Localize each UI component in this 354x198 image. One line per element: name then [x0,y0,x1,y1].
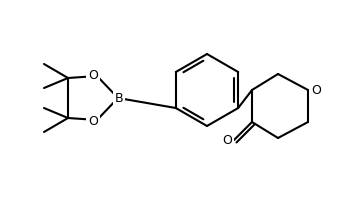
Text: O: O [88,69,98,82]
Text: O: O [311,84,321,96]
Text: O: O [222,134,232,148]
Text: O: O [88,114,98,128]
Text: B: B [115,91,123,105]
